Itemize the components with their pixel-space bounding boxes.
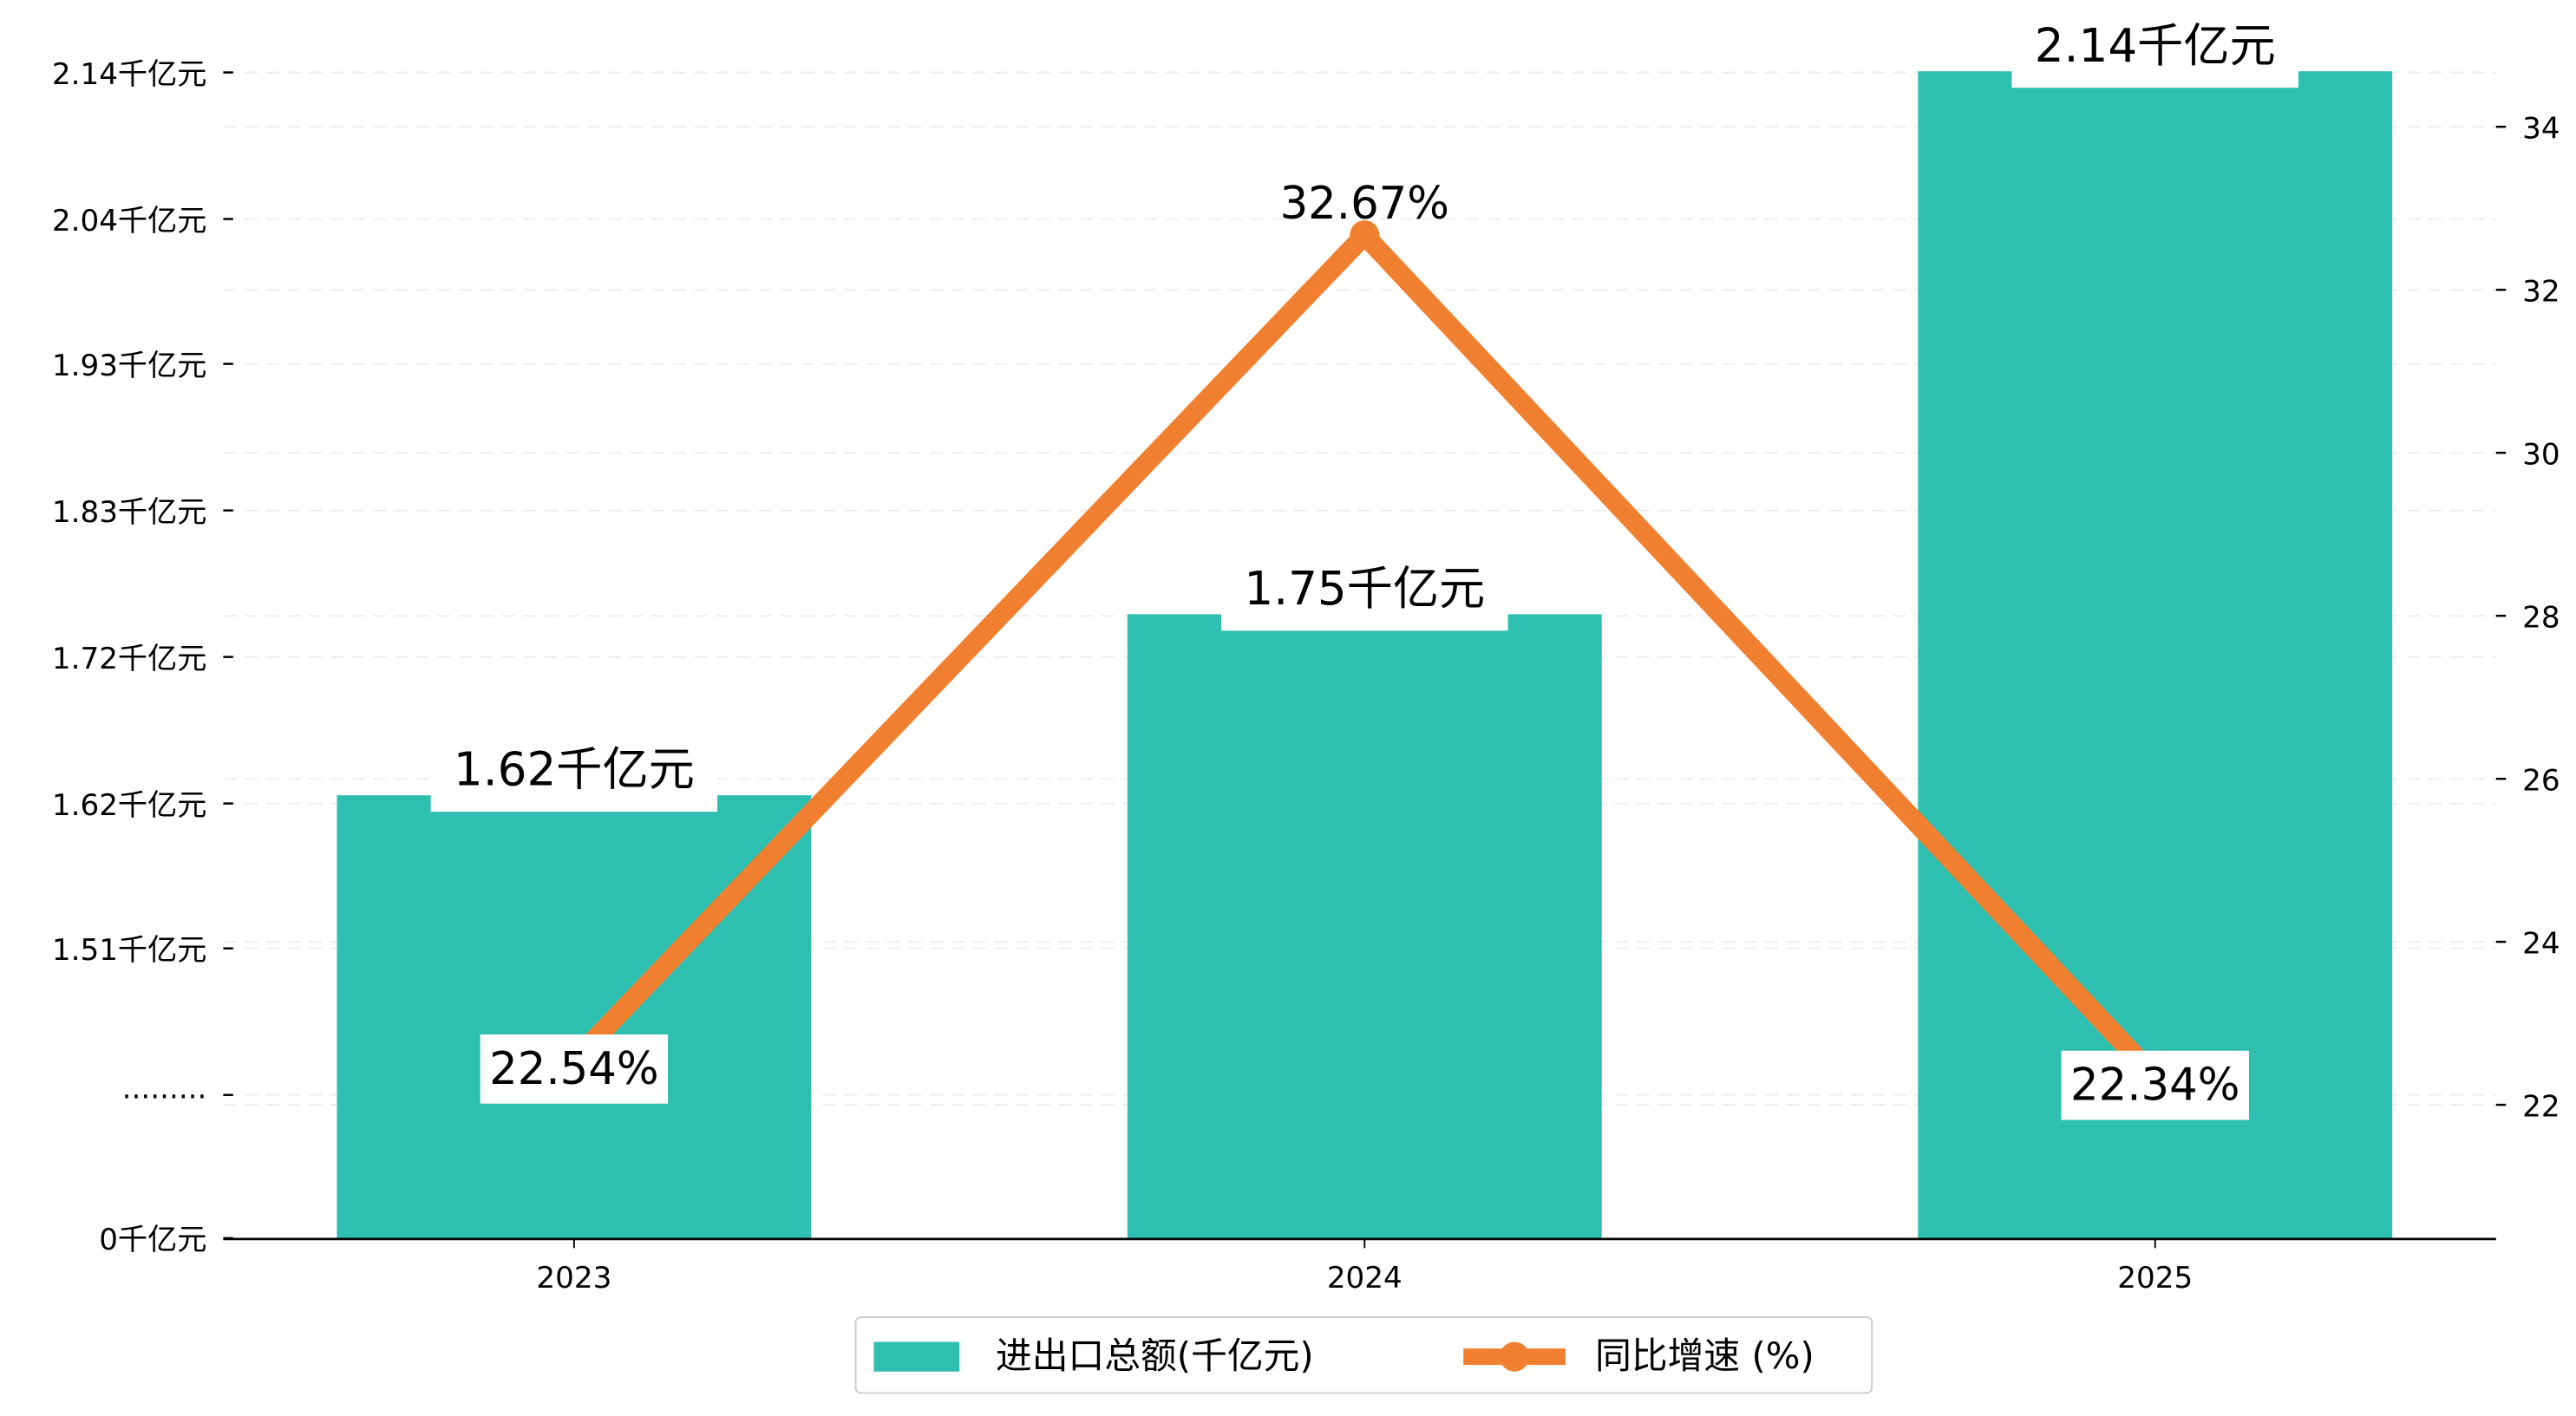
right-tick-label: 24 bbox=[2522, 926, 2560, 961]
legend-bar-swatch bbox=[873, 1341, 960, 1372]
x-tick-label: 2025 bbox=[2117, 1261, 2193, 1295]
legend-line-marker bbox=[1500, 1341, 1530, 1372]
bar-label-bg bbox=[2011, 22, 2298, 88]
bar-label-bg bbox=[430, 746, 718, 812]
right-tick-label: 26 bbox=[2522, 763, 2560, 798]
right-tick-label: 34 bbox=[2522, 112, 2560, 147]
legend-box bbox=[854, 1316, 1873, 1394]
right-tick-label: 22 bbox=[2522, 1089, 2560, 1124]
right-tick-label: 30 bbox=[2522, 437, 2560, 472]
right-axis: 22 24 26 28 30 32 34 bbox=[2495, 112, 2560, 1124]
bar-label: 2.14千亿元 bbox=[2035, 19, 2276, 73]
bar-label: 1.75千亿元 bbox=[1244, 562, 1485, 616]
bar-label-bg bbox=[1221, 564, 1508, 631]
growth-point bbox=[1350, 220, 1380, 251]
x-axis: 2023 2024 2025 bbox=[536, 1237, 2193, 1295]
legend-bar-label: 进出口总额(千亿元) bbox=[996, 1334, 1314, 1377]
line-label: 22.54% bbox=[489, 1043, 658, 1095]
left-tick-label: 2.14千亿元 bbox=[52, 57, 207, 92]
line-label: 22.34% bbox=[2070, 1060, 2239, 1112]
left-axis: 0千亿元 ········· 1.51千亿元 1.62千亿元 1.72千亿元 1.83千亿… bbox=[52, 57, 233, 1257]
data-labels: 1.62千亿元 1.75千亿元 2.14千亿元 22.54% 32.67% 22.34% bbox=[430, 19, 2298, 1120]
left-tick-label: 1.83千亿元 bbox=[52, 495, 207, 530]
left-tick-label: ········· bbox=[122, 1080, 207, 1114]
left-tick-label: 0千亿元 bbox=[99, 1223, 206, 1257]
x-tick-label: 2023 bbox=[536, 1261, 611, 1295]
legend-line-label: 同比增速 (%) bbox=[1595, 1334, 1814, 1377]
right-tick-label: 28 bbox=[2522, 600, 2560, 635]
x-tick-label: 2024 bbox=[1327, 1261, 1402, 1295]
bar-2025 bbox=[1918, 71, 2393, 1238]
left-tick-label: 1.51千亿元 bbox=[52, 933, 207, 968]
left-tick-label: 1.72千亿元 bbox=[52, 642, 207, 676]
left-tick-label: 2.04千亿元 bbox=[52, 204, 207, 238]
bar-2023 bbox=[337, 795, 812, 1238]
bar-2024 bbox=[1127, 614, 1602, 1238]
bar-label: 1.62千亿元 bbox=[454, 743, 695, 797]
line-label-bg bbox=[2061, 1050, 2249, 1120]
line-label-bg bbox=[480, 1034, 669, 1104]
bars bbox=[337, 71, 2393, 1238]
line-label: 32.67% bbox=[1280, 178, 1449, 230]
left-tick-label: 1.93千亿元 bbox=[52, 349, 207, 383]
left-tick-label: 1.62千亿元 bbox=[52, 788, 207, 823]
right-tick-label: 32 bbox=[2522, 274, 2560, 309]
legend: 进出口总额(千亿元) 同比增速 (%) bbox=[854, 1316, 1873, 1394]
